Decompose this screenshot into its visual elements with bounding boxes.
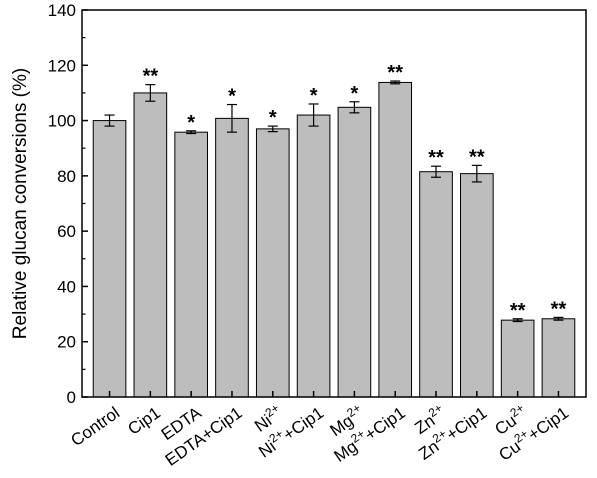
bar [378,81,413,398]
y-tick-label: 60 [57,222,76,241]
bar [215,117,249,398]
bar [541,318,576,398]
y-axis: 0 20 40 60 80 100 120 140 [48,1,88,407]
significance-label: * [269,107,277,129]
bars-layer [92,81,576,398]
significance-label: * [310,85,318,107]
significance-label: ** [387,62,403,84]
y-tick-label: 20 [57,333,76,352]
error-bars-layer [104,80,564,323]
bar [337,106,372,398]
y-axis-title: Relative glucan conversions (%) [10,68,31,339]
y-tick-label: 100 [48,112,76,131]
bar [92,120,127,398]
significance-label: * [187,112,195,134]
y-tick-label: 80 [57,167,76,186]
y-tick-label: 0 [67,388,76,407]
significance-label: ** [551,298,567,320]
bar [296,114,331,398]
significance-label: ** [428,147,444,169]
bar [133,92,168,398]
y-tick-label: 40 [57,277,76,296]
bar [460,173,494,398]
y-tick-label: 140 [48,1,76,20]
significance-label: ** [510,300,526,322]
significance-label: ** [469,146,485,168]
significance-label: * [228,86,236,108]
x-tick-label: Control [67,403,123,450]
y-tick-label: 120 [48,56,76,75]
bar [174,131,208,398]
bar [255,128,290,398]
x-tick-label: Cip1 [124,403,164,439]
significance-label: * [351,83,359,105]
significance-label: ** [143,66,159,88]
significance-layer: ****** ***** **** ** [143,62,567,322]
bar [500,319,535,398]
bar [419,171,453,398]
